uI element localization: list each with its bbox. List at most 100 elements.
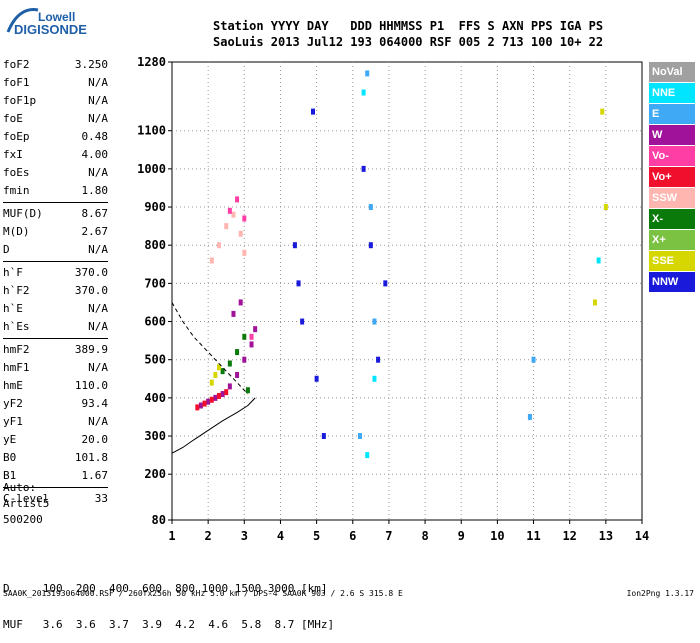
param-value: N/A	[88, 320, 108, 333]
legend-entry: X-	[649, 209, 695, 229]
legend-entry: SSW	[649, 188, 695, 208]
param-name: foEp	[3, 130, 30, 143]
echo-point	[593, 299, 597, 306]
logo-text-digisonde: DIGISONDE	[14, 22, 87, 37]
param-name: fmin	[3, 184, 30, 197]
echo-point	[372, 318, 377, 325]
x-axis-ticks: 1 2 3 4 5 6 7 8 9 10 11 12 13 14	[168, 520, 649, 543]
echo-point	[365, 452, 370, 459]
param-row: C-level 33	[3, 490, 108, 508]
echo-point	[311, 108, 315, 115]
echo-point	[198, 402, 203, 409]
logo-text-lowell: Lowell	[38, 10, 76, 24]
echo-point	[242, 249, 247, 256]
logo-swoosh-icon	[6, 8, 39, 33]
x-tick-label: 7	[385, 529, 392, 543]
echo-point	[195, 404, 200, 411]
grid-lines	[172, 62, 642, 520]
legend-entry: E	[649, 104, 695, 124]
param-name: C-level	[3, 492, 50, 505]
echo-point	[227, 360, 232, 367]
x-tick-label: 11	[526, 529, 540, 543]
param-name: foF2	[3, 58, 30, 71]
param-name: h`F	[3, 266, 23, 279]
param-separator	[3, 261, 108, 262]
param-row: B0 101.8	[3, 449, 108, 467]
polarization-legend: NoVal NNE E W Vo- Vo+ SSW X- X+ SSE NNW	[649, 62, 695, 293]
echo-point	[235, 196, 240, 203]
y-axis-ticks: 80 200 300 400 500 600 700 800 900 1000 1100 1280	[137, 55, 172, 527]
echo-point	[314, 375, 319, 382]
footer-version: Ion2Png 1.3.17	[626, 589, 694, 598]
x-tick-label: 10	[490, 529, 504, 543]
echo-point	[209, 396, 214, 403]
echo-point	[220, 368, 225, 375]
header-values: SaoLuis 2013 Jul12 193 064000 RSF 005 2 …	[213, 35, 604, 49]
header-labels: Station YYYY DAY DDD HHMMSS P1 FFS S AXN…	[213, 19, 604, 33]
station-header: Station YYYY DAY DDD HHMMSS P1 FFS S AXN…	[213, 18, 603, 50]
ionogram-chart: 1 2 3 4 5 6 7 8 9 10 11 12 13 14 80200300400500600700…	[137, 55, 649, 543]
param-row: foE N/A	[3, 110, 108, 128]
echo-point	[368, 242, 373, 249]
param-name: fxI	[3, 148, 23, 161]
echo-point	[202, 400, 207, 407]
param-value: N/A	[88, 112, 108, 125]
echo-point	[249, 341, 254, 348]
echo-point	[361, 89, 366, 96]
echo-point	[227, 383, 232, 390]
param-name: h`Es	[3, 320, 30, 333]
param-row: foF1p N/A	[3, 92, 108, 110]
param-row: yF1 N/A	[3, 413, 108, 431]
echo-point	[209, 379, 214, 386]
y-tick-label: 800	[144, 238, 166, 252]
echo-point	[596, 257, 601, 264]
echo-point	[376, 356, 381, 363]
echo-point	[224, 223, 229, 230]
echo-point	[238, 230, 243, 237]
echo-point	[600, 108, 605, 115]
auto-program: Artist5	[3, 497, 50, 510]
echo-point	[292, 242, 297, 249]
echo-point	[527, 413, 532, 420]
param-row: foEp 0.48	[3, 128, 108, 146]
param-value: N/A	[88, 302, 108, 315]
y-tick-label: 600	[144, 315, 166, 329]
param-value: 2.67	[81, 225, 109, 238]
param-row: h`E N/A	[3, 300, 108, 318]
param-value: 389.9	[74, 343, 108, 356]
echo-point	[213, 371, 218, 378]
param-value: 110.0	[74, 379, 108, 392]
echo-point	[603, 204, 608, 211]
x-tick-label: 13	[599, 529, 613, 543]
param-row: hmF2 389.9	[3, 341, 108, 359]
param-value: 33	[94, 492, 108, 505]
echo-point	[231, 211, 236, 218]
param-row: MUF(D) 8.67	[3, 205, 108, 223]
echo-point	[321, 433, 326, 440]
auto-label: Auto:	[3, 481, 37, 494]
param-value: N/A	[88, 415, 108, 428]
echo-point	[235, 371, 240, 378]
profile-curves	[171, 302, 256, 454]
param-value: 370.0	[74, 266, 108, 279]
legend-entry: W	[649, 125, 695, 145]
param-name: foE	[3, 112, 23, 125]
y-tick-label: 400	[144, 391, 166, 405]
param-row: M(D) 2.67	[3, 223, 108, 241]
param-name: MUF(D)	[3, 207, 43, 220]
param-row: yF2 93.4	[3, 395, 108, 413]
y-tick-label: 200	[144, 467, 166, 481]
param-name: hmF2	[3, 343, 30, 356]
param-name: B1	[3, 469, 17, 482]
echo-point	[227, 207, 232, 214]
x-tick-label: 12	[562, 529, 576, 543]
param-row: h`Es N/A	[3, 318, 108, 336]
param-value: 0.48	[81, 130, 109, 143]
muf-distance-table: D 100 200 400 600 800 1000 1500 3000 [km…	[3, 559, 334, 643]
param-value: 370.0	[74, 284, 108, 297]
legend-entry: X+	[649, 230, 695, 250]
footer-file-info: SAA0K_2013193064000.RSF / 260fx256h 50 k…	[3, 589, 403, 598]
param-name: h`E	[3, 302, 23, 315]
echo-point	[206, 398, 211, 405]
echo-point	[235, 349, 240, 356]
